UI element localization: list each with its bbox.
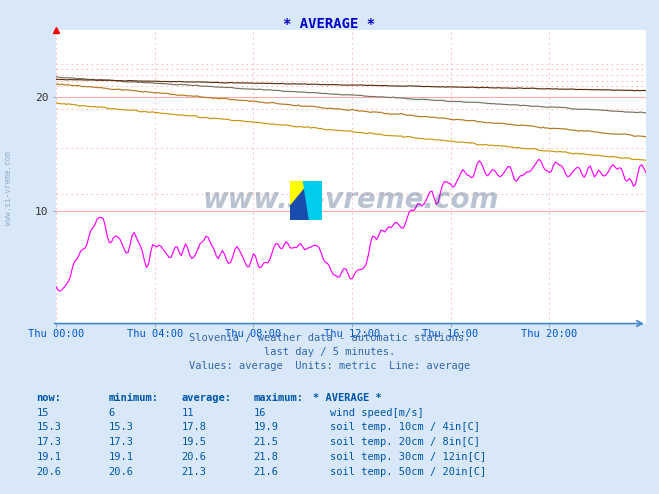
Text: maximum:: maximum: (254, 393, 304, 403)
Text: www.si-vreme.com: www.si-vreme.com (4, 151, 13, 225)
Text: * AVERAGE *: * AVERAGE * (313, 393, 382, 403)
Text: 19.5: 19.5 (181, 437, 206, 447)
Text: 19.1: 19.1 (36, 452, 61, 462)
Text: 21.6: 21.6 (254, 467, 279, 477)
Text: 15.3: 15.3 (36, 422, 61, 432)
Text: 19.9: 19.9 (254, 422, 279, 432)
Text: 20.6: 20.6 (109, 467, 134, 477)
Text: 6: 6 (109, 408, 115, 417)
Text: 19.1: 19.1 (109, 452, 134, 462)
Text: soil temp. 10cm / 4in[C]: soil temp. 10cm / 4in[C] (330, 422, 480, 432)
Text: 15: 15 (36, 408, 49, 417)
Text: 17.3: 17.3 (36, 437, 61, 447)
Text: 21.3: 21.3 (181, 467, 206, 477)
Text: www.si-vreme.com: www.si-vreme.com (203, 186, 499, 214)
Text: 11: 11 (181, 408, 194, 417)
Text: 21.5: 21.5 (254, 437, 279, 447)
Text: minimum:: minimum: (109, 393, 159, 403)
Text: last day / 5 minutes.: last day / 5 minutes. (264, 347, 395, 357)
Text: 16: 16 (254, 408, 266, 417)
Text: 21.8: 21.8 (254, 452, 279, 462)
Text: 17.8: 17.8 (181, 422, 206, 432)
Text: now:: now: (36, 393, 61, 403)
Text: soil temp. 50cm / 20in[C]: soil temp. 50cm / 20in[C] (330, 467, 486, 477)
Text: average:: average: (181, 393, 231, 403)
Text: 20.6: 20.6 (36, 467, 61, 477)
Text: soil temp. 30cm / 12in[C]: soil temp. 30cm / 12in[C] (330, 452, 486, 462)
Text: Slovenia / weather data - automatic stations.: Slovenia / weather data - automatic stat… (189, 333, 470, 343)
Text: Values: average  Units: metric  Line: average: Values: average Units: metric Line: aver… (189, 361, 470, 371)
Text: 15.3: 15.3 (109, 422, 134, 432)
Text: 20.6: 20.6 (181, 452, 206, 462)
Text: wind speed[m/s]: wind speed[m/s] (330, 408, 423, 417)
Text: 17.3: 17.3 (109, 437, 134, 447)
Text: soil temp. 20cm / 8in[C]: soil temp. 20cm / 8in[C] (330, 437, 480, 447)
Polygon shape (290, 181, 309, 205)
Polygon shape (302, 181, 322, 220)
Text: * AVERAGE *: * AVERAGE * (283, 17, 376, 31)
